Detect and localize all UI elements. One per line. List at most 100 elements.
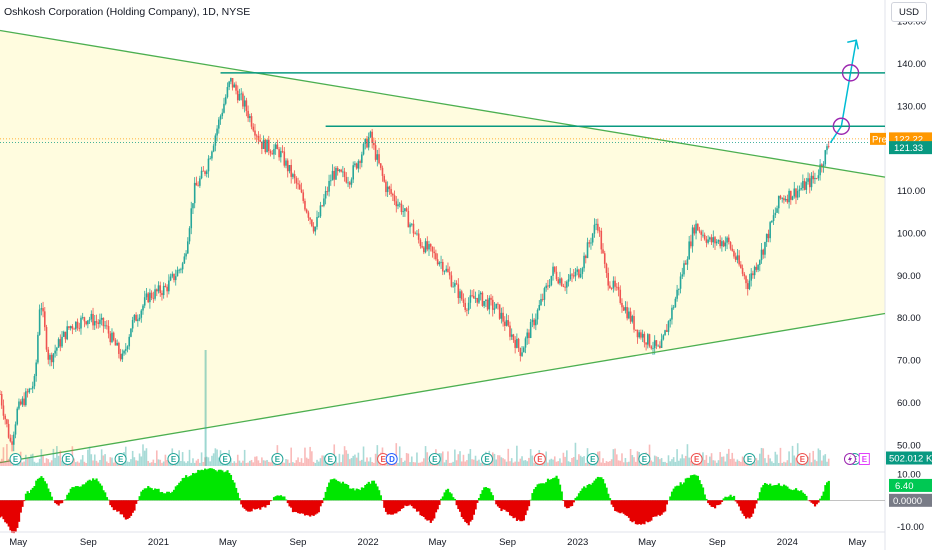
candle-body xyxy=(33,376,36,387)
oscillator-bar xyxy=(712,500,715,508)
volume-bar xyxy=(83,461,86,466)
oscillator-bar xyxy=(66,494,69,501)
earnings-event-icon[interactable] xyxy=(324,453,337,465)
candle-body xyxy=(174,276,177,281)
volume-bar xyxy=(578,454,580,466)
volume-bar xyxy=(78,462,81,466)
oscillator-bar xyxy=(648,500,651,522)
volume-bar xyxy=(657,457,659,466)
candle-body xyxy=(266,139,268,153)
oscillator-bar xyxy=(591,482,594,501)
earnings-event-icon[interactable] xyxy=(586,453,599,465)
oscillator-bar xyxy=(98,483,102,501)
oscillator-bar xyxy=(319,500,322,507)
volume-bar xyxy=(243,449,246,466)
oscillator-bar xyxy=(403,500,407,506)
oscillator-bar xyxy=(378,490,381,501)
oscillator-bar xyxy=(426,500,429,521)
volume-bar xyxy=(359,460,361,466)
oscillator-bar xyxy=(490,492,493,501)
candle-body xyxy=(87,320,89,325)
earnings-event-icon[interactable] xyxy=(9,453,22,465)
candle-body xyxy=(655,340,658,346)
oscillator-bar xyxy=(496,500,500,507)
candle-body xyxy=(390,189,392,194)
oscillator-bar xyxy=(517,500,520,520)
candle-body xyxy=(517,338,520,348)
candle-body xyxy=(243,100,246,107)
oscillator-bar xyxy=(252,500,255,509)
volume-bar xyxy=(269,462,272,466)
candle-body xyxy=(690,241,692,247)
volume-bar xyxy=(305,457,308,466)
price-axis-label: 100.00 xyxy=(897,229,926,240)
oscillator-bar xyxy=(281,496,284,501)
oscillator-bar xyxy=(483,487,486,501)
oscillator-bar xyxy=(353,490,357,501)
candle-body xyxy=(605,263,608,273)
volume-bar xyxy=(445,459,448,466)
volume-bar xyxy=(827,458,830,466)
earnings-event-icon[interactable] xyxy=(481,453,494,465)
oscillator-bar xyxy=(474,500,477,510)
candle-body xyxy=(681,274,684,277)
volume-bar xyxy=(347,453,349,466)
volume-bar xyxy=(212,453,215,466)
volume-bar xyxy=(21,462,24,466)
oscillator-bar xyxy=(79,486,83,501)
oscillator-bar xyxy=(622,500,625,514)
volume-bar xyxy=(714,460,716,466)
oscillator-bar xyxy=(634,500,637,525)
oscillator-bar xyxy=(21,500,24,507)
volume-bar xyxy=(7,458,10,466)
candle-body xyxy=(231,78,234,88)
oscillator-bar xyxy=(584,487,587,501)
earnings-event-icon[interactable] xyxy=(271,453,284,465)
oscillator-bar xyxy=(345,483,348,501)
candle-body xyxy=(269,151,272,154)
currency-button[interactable]: USD xyxy=(891,2,927,22)
candle-body xyxy=(171,273,174,277)
oscillator-bar xyxy=(154,488,157,501)
candle-body xyxy=(307,212,310,218)
earnings-event-icon[interactable] xyxy=(219,453,232,465)
oscillator-bar xyxy=(166,491,169,501)
candle-body xyxy=(691,227,694,247)
candle-body xyxy=(407,210,410,228)
oscillator-bar xyxy=(805,495,808,501)
earnings-event-icon[interactable] xyxy=(167,453,180,465)
earnings-event-icon[interactable] xyxy=(114,453,127,465)
dividend-event-icon[interactable] xyxy=(385,453,398,465)
oscillator-bar xyxy=(112,500,115,511)
oscillator-bar xyxy=(701,487,705,501)
volume-bar xyxy=(717,460,720,466)
volume-bar xyxy=(495,459,497,466)
candle-body xyxy=(536,309,539,320)
oscillator-bar xyxy=(819,498,822,501)
volume-bar xyxy=(149,462,151,466)
earnings-event-icon[interactable] xyxy=(690,453,703,465)
volume-bar xyxy=(242,460,244,466)
volume-bar xyxy=(161,462,163,466)
candle-body xyxy=(254,130,256,136)
oscillator-bar xyxy=(300,500,303,514)
earnings-event-icon[interactable] xyxy=(428,453,441,465)
earnings-event-icon[interactable] xyxy=(796,453,809,465)
upcoming-earnings-icon[interactable] xyxy=(858,453,870,465)
earnings-event-icon[interactable] xyxy=(743,453,756,465)
volume-bar xyxy=(652,461,654,466)
osc-axis-label: 10.00 xyxy=(897,469,921,480)
oscillator-bar xyxy=(643,500,646,525)
candle-body xyxy=(665,330,668,332)
candle-body xyxy=(402,211,404,213)
earnings-event-icon[interactable] xyxy=(61,453,74,465)
earnings-event-icon[interactable] xyxy=(638,453,651,465)
candle-body xyxy=(178,269,180,271)
candle-body xyxy=(745,276,747,284)
earnings-event-icon[interactable] xyxy=(533,453,546,465)
volume-bar xyxy=(221,462,224,466)
oscillator-bar xyxy=(560,491,563,501)
oscillator-bar xyxy=(16,500,19,528)
candle-body xyxy=(367,136,370,148)
